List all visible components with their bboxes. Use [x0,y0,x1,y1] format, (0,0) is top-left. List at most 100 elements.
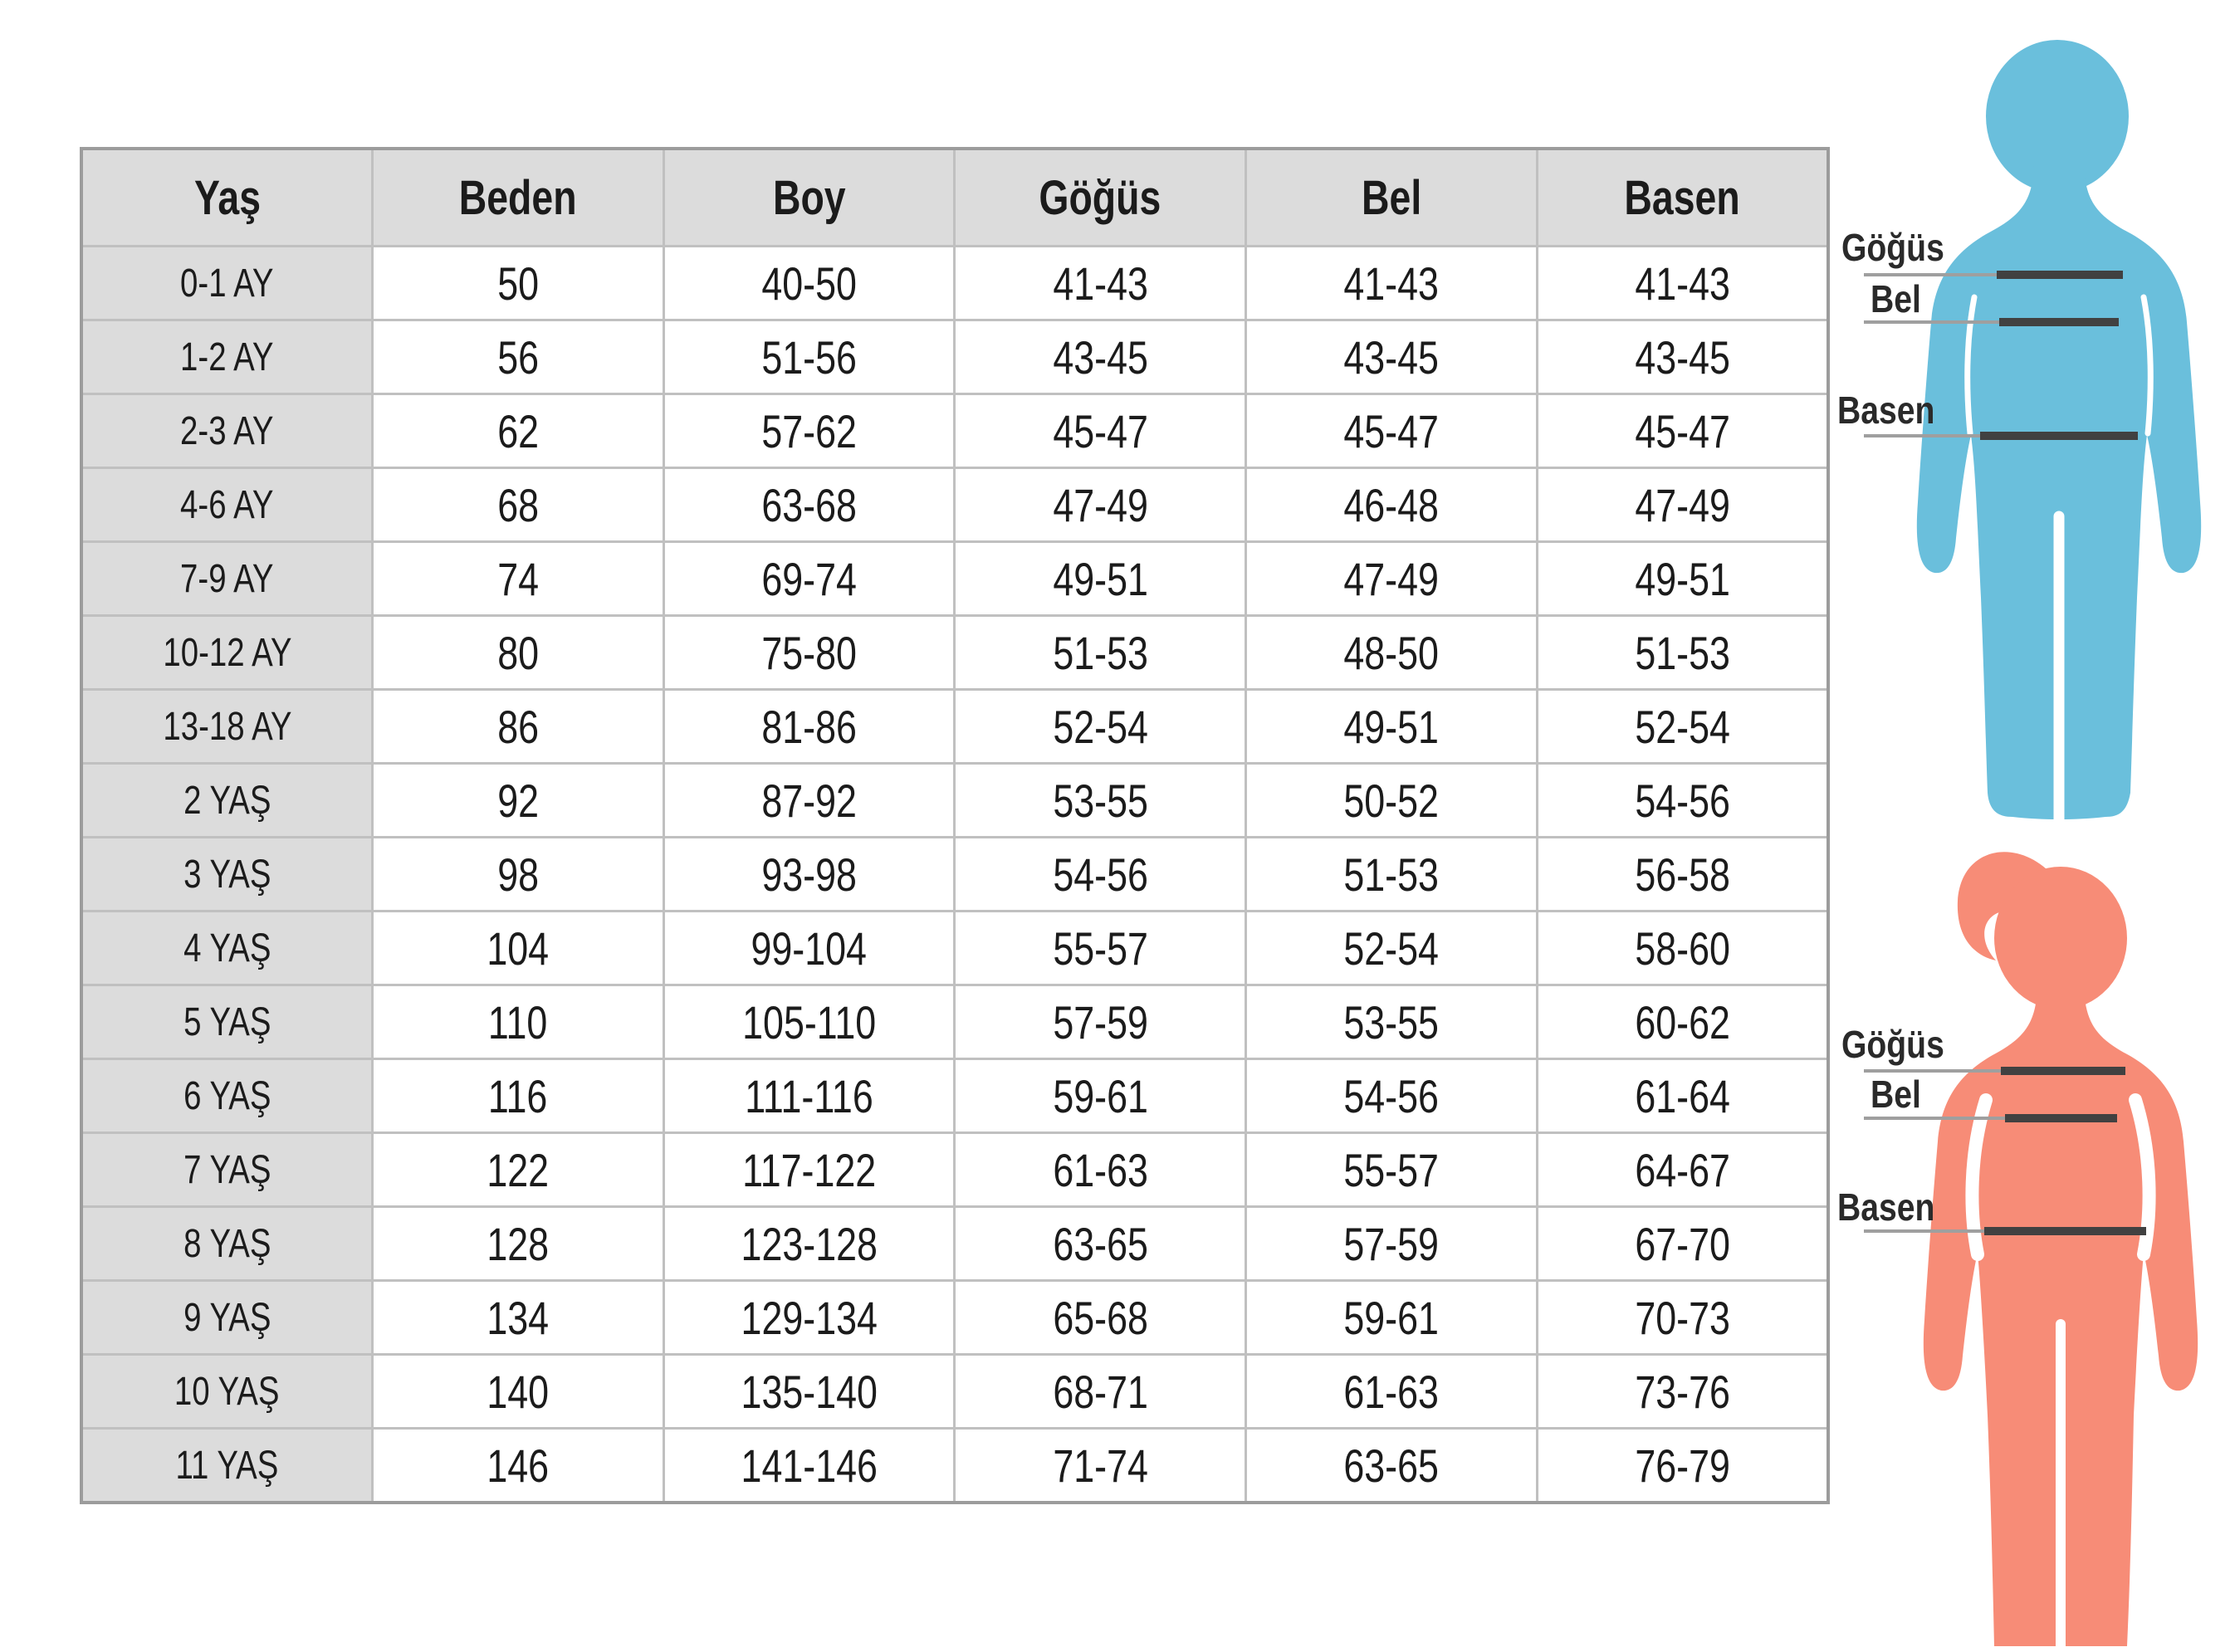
row-label-cell: 2 YAŞ [80,762,374,838]
cell-text: 9 YAŞ [183,1295,271,1340]
col-header-yas: Yaş [80,147,374,247]
cell-text: 64-67 [1635,1143,1730,1196]
row-label-cell: 11 YAŞ [80,1427,374,1504]
cell-text: 50 [497,257,539,310]
cell-text: 49-51 [1343,700,1440,753]
table-cell: 43-45 [953,319,1248,395]
table-cell: 59-61 [1245,1279,1538,1356]
table-cell: 67-70 [1535,1205,1830,1282]
table-cell: 51-56 [662,319,956,395]
table-cell: 45-47 [953,393,1248,469]
table-cell: 86 [371,688,665,765]
table-cell: 46-48 [1245,467,1538,543]
table-row: 8 YAŞ 128 123-128 63-65 57-59 67-70 [80,1205,1830,1282]
table-cell: 53-55 [1245,984,1538,1060]
table-row: 3 YAŞ 98 93-98 54-56 51-53 56-58 [80,836,1830,912]
boy-hip-label: Basen [1837,389,1935,432]
table-cell: 92 [371,762,665,838]
table-cell: 104 [371,910,665,986]
cell-text: 56-58 [1635,848,1730,901]
table-cell: 45-47 [1245,393,1538,469]
cell-text: 52-54 [1635,700,1730,753]
table-cell: 63-65 [1245,1427,1538,1504]
cell-text: 61-63 [1343,1365,1440,1418]
table-cell: 41-43 [953,245,1248,321]
cell-text: 13-18 AY [163,704,292,749]
table-row: 9 YAŞ 134 129-134 65-68 59-61 70-73 [80,1279,1830,1356]
cell-text: 8 YAŞ [183,1221,271,1266]
cell-text: 80 [497,626,539,679]
table-cell: 74 [371,540,665,617]
cell-text: 92 [497,774,539,827]
col-header-beden: Beden [371,147,665,247]
table-cell: 52-54 [953,688,1248,765]
cell-text: 68-71 [1052,1365,1148,1418]
cell-text: 59-61 [1343,1291,1440,1344]
cell-text: 4-6 AY [180,482,274,527]
table-cell: 51-53 [953,614,1248,691]
table-cell: 54-56 [1245,1058,1538,1134]
table-cell: 69-74 [662,540,956,617]
table-cell: 57-62 [662,393,956,469]
table-cell: 49-51 [953,540,1248,617]
table-cell: 63-65 [953,1205,1248,1282]
table-cell: 48-50 [1245,614,1538,691]
col-header-boy: Boy [662,147,956,247]
table-row: 1-2 AY 56 51-56 43-45 43-45 43-45 [80,319,1830,395]
cell-text: 2-3 AY [180,408,274,453]
row-label-cell: 10 YAŞ [80,1353,374,1430]
col-header-label: Yaş [193,170,261,225]
row-label-cell: 8 YAŞ [80,1205,374,1282]
size-table: Yaş Beden Boy Göğüs Bel Basen 0-1 AY 50 40… [80,147,1830,1504]
table-cell: 53-55 [953,762,1248,838]
cell-text: 65-68 [1052,1291,1148,1344]
table-cell: 50-52 [1245,762,1538,838]
cell-text: 71-74 [1052,1439,1148,1492]
cell-text: 123-128 [741,1217,878,1270]
table-cell: 129-134 [662,1279,956,1356]
table-cell: 60-62 [1535,984,1830,1060]
cell-text: 6 YAŞ [183,1073,271,1118]
table-cell: 55-57 [953,910,1248,986]
boy-armpit-gap-right [2140,294,2154,437]
table-cell: 111-116 [662,1058,956,1134]
table-cell: 57-59 [953,984,1248,1060]
cell-text: 57-59 [1052,995,1148,1048]
table-cell: 123-128 [662,1205,956,1282]
cell-text: 11 YAŞ [175,1443,279,1488]
girl-body [1923,988,2198,1646]
table-cell: 70-73 [1535,1279,1830,1356]
table-cell: 51-53 [1535,614,1830,691]
table-row: 5 YAŞ 110 105-110 57-59 53-55 60-62 [80,984,1830,1060]
table-cell: 51-53 [1245,836,1538,912]
cell-text: 57-62 [761,404,857,457]
cell-text: 63-65 [1343,1439,1440,1492]
table-cell: 55-57 [1245,1131,1538,1208]
cell-text: 43-45 [1052,330,1148,384]
col-header-label: Göğüs [1039,170,1161,225]
cell-text: 54-56 [1635,774,1730,827]
table-cell: 87-92 [662,762,956,838]
col-header-label: Bel [1361,170,1422,225]
table-row: 0-1 AY 50 40-50 41-43 41-43 41-43 [80,245,1830,321]
cell-text: 62 [497,404,539,457]
table-cell: 61-63 [953,1131,1248,1208]
row-label-cell: 2-3 AY [80,393,374,469]
cell-text: 48-50 [1343,626,1440,679]
cell-text: 7-9 AY [180,556,274,601]
table-cell: 134 [371,1279,665,1356]
cell-text: 63-65 [1052,1217,1148,1270]
cell-text: 81-86 [761,700,857,753]
cell-text: 45-47 [1635,404,1730,457]
table-row: 2-3 AY 62 57-62 45-47 45-47 45-47 [80,393,1830,469]
table-cell: 59-61 [953,1058,1248,1134]
table-cell: 73-76 [1535,1353,1830,1430]
cell-text: 67-70 [1635,1217,1730,1270]
cell-text: 87-92 [761,774,857,827]
col-header-gogus: Göğüs [953,147,1248,247]
row-label-cell: 5 YAŞ [80,984,374,1060]
cell-text: 110 [488,995,548,1048]
cell-text: 3 YAŞ [183,852,271,897]
cell-text: 74 [497,552,539,605]
